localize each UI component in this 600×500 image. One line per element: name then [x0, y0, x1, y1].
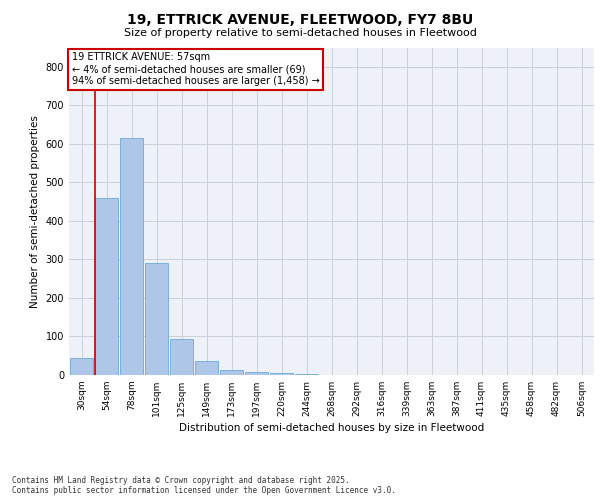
- Bar: [270, 373, 293, 375]
- X-axis label: Distribution of semi-detached houses by size in Fleetwood: Distribution of semi-detached houses by …: [179, 423, 484, 433]
- Bar: [220, 370, 243, 375]
- Bar: [170, 339, 193, 375]
- Bar: [70, 358, 93, 375]
- Bar: [245, 372, 268, 375]
- Text: Size of property relative to semi-detached houses in Fleetwood: Size of property relative to semi-detach…: [124, 28, 476, 38]
- Text: Contains HM Land Registry data © Crown copyright and database right 2025.
Contai: Contains HM Land Registry data © Crown c…: [12, 476, 396, 495]
- Y-axis label: Number of semi-detached properties: Number of semi-detached properties: [30, 115, 40, 308]
- Bar: [120, 138, 143, 375]
- Text: 19 ETTRICK AVENUE: 57sqm
← 4% of semi-detached houses are smaller (69)
94% of se: 19 ETTRICK AVENUE: 57sqm ← 4% of semi-de…: [71, 52, 319, 86]
- Bar: [145, 264, 168, 375]
- Bar: [195, 361, 218, 375]
- Bar: [95, 198, 118, 375]
- Bar: [295, 374, 318, 375]
- Text: 19, ETTRICK AVENUE, FLEETWOOD, FY7 8BU: 19, ETTRICK AVENUE, FLEETWOOD, FY7 8BU: [127, 12, 473, 26]
